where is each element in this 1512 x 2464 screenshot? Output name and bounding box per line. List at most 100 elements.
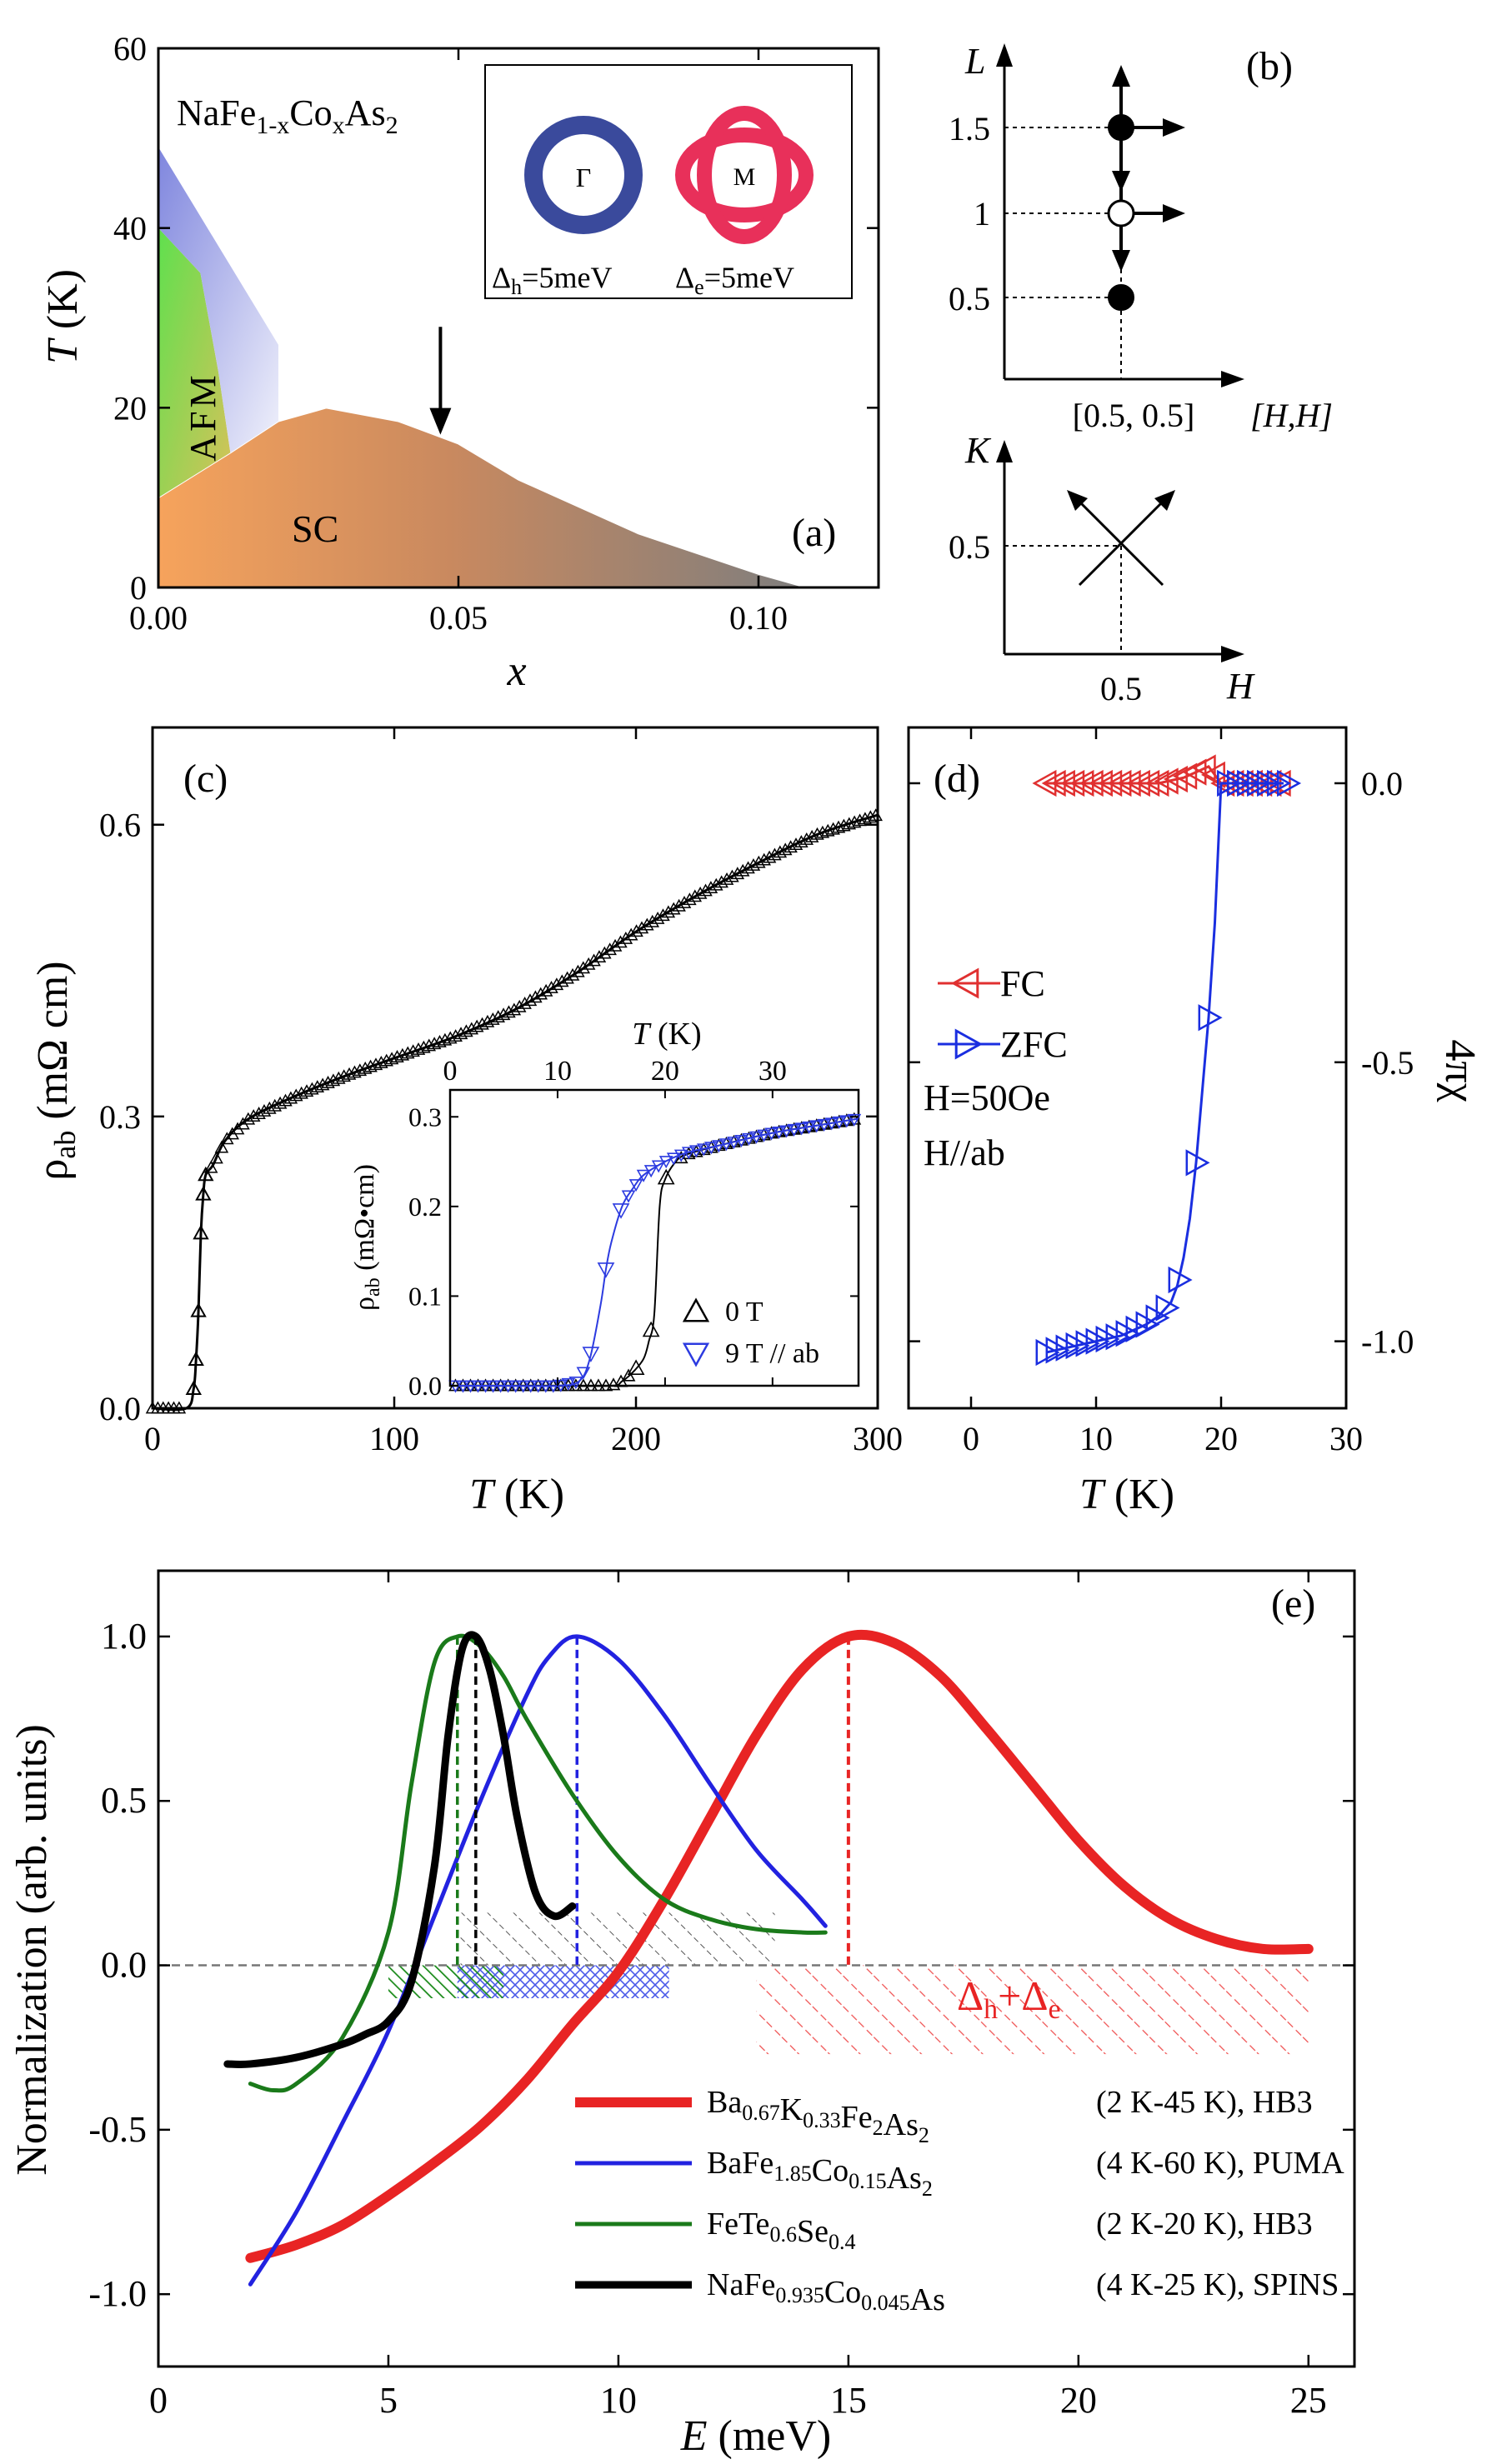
resistivity-point [209,1151,223,1164]
legend-name-sub: 0.15 [849,2169,887,2193]
b-top-ytick-0p5: 0.5 [949,280,990,317]
legend-name-part: Co [824,2275,861,2310]
legend-label-1: BaFe1.85Co0.15As2 [707,2146,933,2201]
b-top-ytick-1: 1 [974,195,990,232]
panel-e-frame [157,1569,1356,2368]
resistivity-point [422,1038,437,1052]
fc-point [1098,769,1123,797]
spectra [223,1629,1314,2287]
e-ytick-label: 1.0 [101,1616,147,1657]
resistivity-point [417,1040,431,1053]
resistivity-point [438,1032,453,1046]
zfc-legend-label: ZFC [1000,1024,1068,1065]
point-L1 [1107,199,1135,227]
a-xtick-label: 0.10 [729,599,788,637]
resistivity-point [427,1037,442,1050]
panel-d: 0 10 20 300.0-0.5-1.0 4πχ T (K) (d) FC ZFC … [907,726,1484,1518]
resistivity-point [576,961,591,974]
e-xtick-label: 5 [379,2380,398,2421]
a-ytick-label: 20 [113,389,147,427]
resistivity-point [411,1042,426,1055]
fc-point [1125,769,1150,797]
inset-point-1 [643,1165,658,1178]
resistivity-point [618,931,633,944]
fc-point [1088,769,1113,797]
legend-name-sub: 2 [922,2177,933,2201]
ci-xtick-label: 20 [651,1056,679,1087]
ci-xtick-label: 0 [443,1056,458,1087]
fc-point [1163,765,1188,793]
resistivity-point [193,1224,209,1240]
resistivity-point [278,1093,293,1107]
legend-name-sub: 0.045 [861,2291,910,2315]
inset-point-1 [636,1169,651,1182]
resistivity-point [656,908,670,922]
legend-info-1: (4 K-60 K), PUMA [1096,2146,1344,2181]
resistivity-point [459,1024,473,1037]
b-top-xlabel: [H,H] [1250,397,1333,434]
resistivity-point [581,957,596,970]
resistivity-point [661,905,676,918]
zfc-point [1168,1266,1193,1294]
inset-point-0 [621,1368,636,1382]
ci-ytick-label: 0.0 [408,1371,442,1401]
legend-name-sub: 0.6 [769,2222,797,2247]
b-bottom-xtick: 0.5 [1100,670,1142,707]
arrow-head [429,407,452,435]
spectrum-2 [248,1633,828,2093]
legend-name-part: Fe [841,2100,873,2135]
fc-point [1079,769,1104,797]
panel-d-ylabel: 4πχ [1436,1039,1484,1102]
resistivity-point [598,946,612,959]
legend-name-part: Co [812,2153,849,2188]
resistivity-point [746,858,761,871]
resistivity-point [810,827,824,840]
resistivity-point [858,812,873,825]
zfc-point [1185,1149,1210,1177]
legend-name-sub: 2 [873,2116,884,2140]
ci-ytick-label: 0.1 [408,1281,442,1311]
resistivity-point [188,1351,204,1367]
legend-info-2: (2 K-20 K), HB3 [1096,2207,1313,2242]
resistivity-point [433,1034,447,1047]
inset-point-1 [612,1203,630,1219]
resistivity-point [730,867,745,880]
legend-name-sub: 0.33 [803,2108,841,2132]
resistivity-point [565,967,580,981]
resistivity-point [496,1007,511,1021]
resistivity-point [288,1088,303,1102]
inset-point-1 [546,1380,561,1393]
resistivity-point [491,1010,505,1022]
resistivity-point [623,927,638,941]
d-xtick-label: 10 [1079,1420,1113,1457]
d-ytick-label: 0.0 [1361,765,1403,802]
inset-legend-label-1: 9 T // ab [725,1338,819,1369]
resistivity-point [406,1044,420,1057]
legend-name-part: BaFe [707,2146,774,2181]
inset-legend-marker-0 [682,1297,710,1322]
inset-point-1 [817,1118,832,1132]
resistivity-point [310,1080,325,1092]
panel-e: 0 5 10 15 20 25 1.0 0.5 0.0 -0.5 -1.0 Normalizatio… [8,1569,1356,2460]
inset-point-1 [794,1122,809,1136]
spectrum-3 [223,1631,577,2069]
resistivity-point [198,1166,214,1182]
c-xtick-label: 200 [611,1420,661,1457]
inset-point-1 [628,1179,643,1192]
fc-legend-label: FC [1000,963,1045,1004]
resistivity-point [523,993,538,1007]
resistivity-point [326,1073,341,1087]
resistivity-point [768,847,782,861]
resistivity-point [395,1047,410,1061]
field-label: H=50Oe [924,1077,1050,1118]
resistivity-point [368,1057,383,1071]
panel-a-title: NaFe1-xCoxAs2 [177,92,398,139]
gap-sum-annotation: Δh+Δe [957,1972,1061,2025]
fc-point [1069,769,1094,797]
e-ytick-label: -0.5 [88,2109,147,2150]
sc-region-label: SC [292,507,338,550]
legend-name-part: As [910,2282,945,2317]
inset-point-1 [696,1143,711,1157]
resistivity-point [820,823,835,837]
